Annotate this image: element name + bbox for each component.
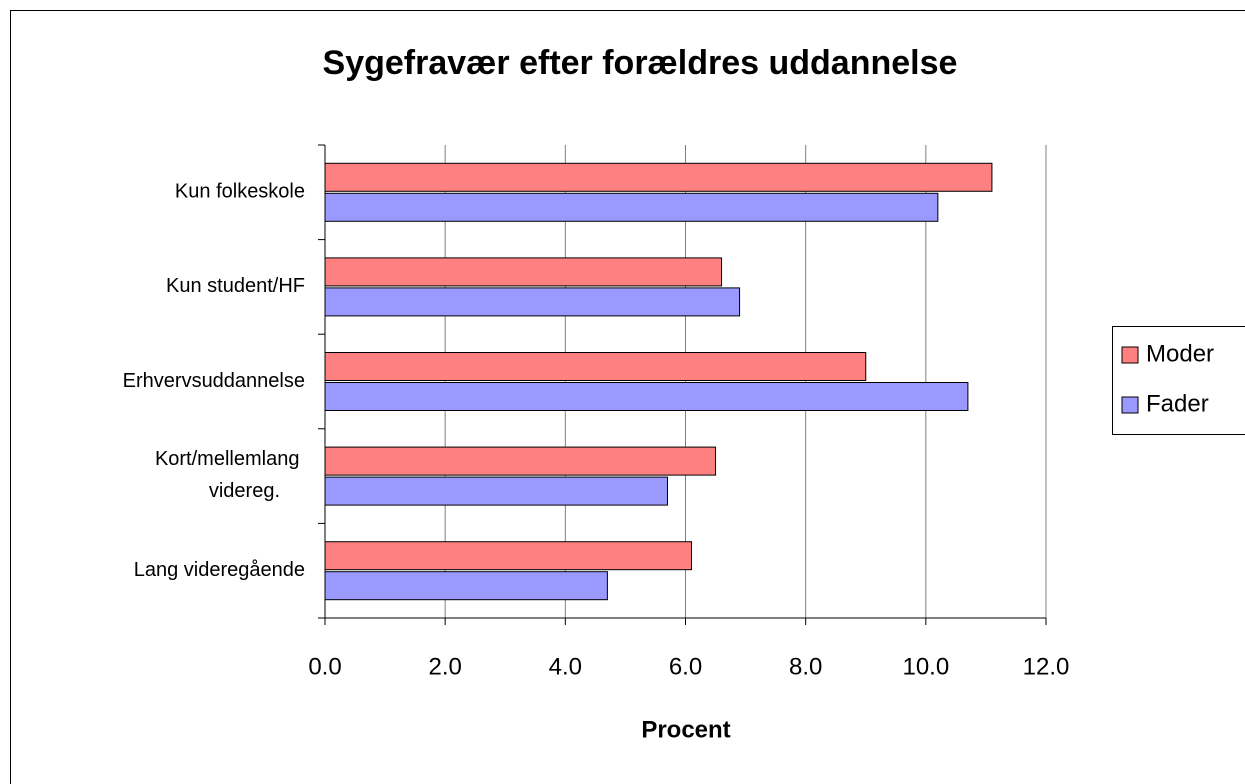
bar [324,476,668,506]
bar [324,162,993,192]
legend-box [1112,326,1245,435]
bar [324,446,717,476]
x-tick-label: 0.0 [308,653,341,680]
x-tick-label: 6.0 [669,653,702,680]
bar [324,352,867,381]
legend-label: Fader [1146,390,1209,417]
bar [324,257,723,287]
y-tick-label: Kort/mellemlang videreg. [155,448,305,502]
y-tick-label: Kun folkeskole [175,181,305,203]
x-axis-title: Procent [641,716,730,743]
x-tick-label: 10.0 [902,653,949,680]
y-tick-label: Kun student/HF [166,275,305,297]
bar [324,192,939,222]
legend-swatch [1121,346,1139,364]
chart-title: Sygefravær efter forældres uddannelse [323,44,958,82]
y-tick-label: Lang videregående [134,559,305,581]
bar [324,541,693,571]
legend-swatch [1121,396,1139,414]
bar [324,571,608,601]
x-tick-label: 12.0 [1023,653,1070,680]
bar [324,382,969,411]
x-tick-label: 8.0 [789,653,822,680]
bar [324,287,741,317]
legend-label: Moder [1146,340,1214,367]
x-tick-label: 4.0 [549,653,582,680]
y-tick-label: Erhvervsuddannelse [123,370,305,392]
x-tick-label: 2.0 [428,653,461,680]
